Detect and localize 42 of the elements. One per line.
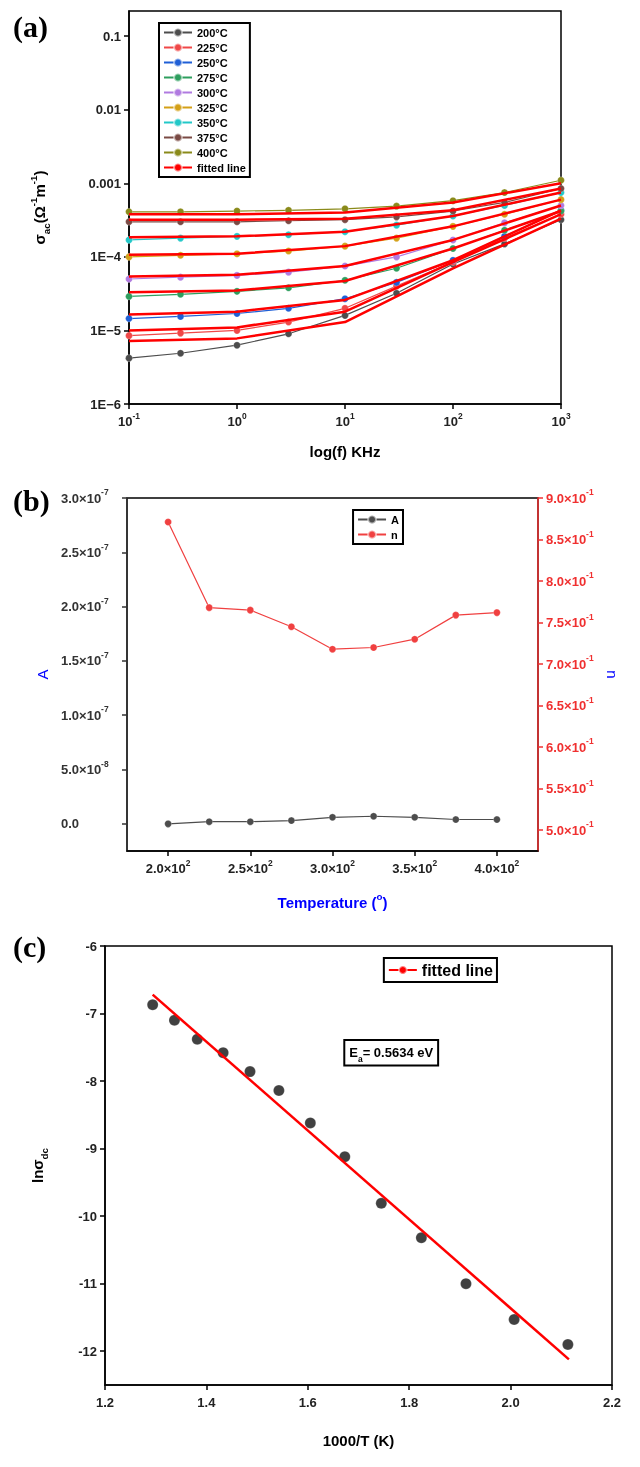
legend-label: 325°C (197, 101, 228, 114)
legend-label: 225°C (197, 41, 228, 54)
y2-axis-title: n (603, 670, 621, 679)
chart-title: (b) (13, 483, 50, 518)
legend-label: 300°C (197, 86, 228, 99)
y-axis-title: A (34, 669, 52, 680)
y-tick-label: 0.001 (88, 175, 121, 191)
x-tick-label: 1.8 (400, 1395, 419, 1411)
y-tick-label: -9 (85, 1141, 97, 1157)
legend-label: fitted line (197, 161, 246, 174)
y-tick-label: -12 (78, 1343, 97, 1359)
legend-label: 250°C (197, 56, 228, 69)
legend-label: fitted line (421, 961, 494, 979)
y-tick-label: 1E−5 (90, 322, 121, 338)
y-tick-label: 0.0 (61, 816, 80, 832)
legend-label: 200°C (197, 26, 228, 39)
y-tick-label: -7 (85, 1006, 97, 1022)
chart-title: (a) (13, 9, 48, 44)
x-tick-label: 1.2 (95, 1395, 115, 1411)
x-axis-title: 1000/T (K) (322, 1431, 395, 1449)
y-tick-label: -10 (78, 1208, 97, 1224)
legend-label: 375°C (197, 131, 228, 144)
y-tick-label: 0.1 (102, 28, 121, 44)
legend-label: 350°C (197, 116, 228, 129)
legend-label: 275°C (197, 71, 228, 84)
x-tick-label: 1.6 (298, 1395, 317, 1411)
legend-label: A (391, 513, 400, 526)
y-tick-label: -11 (78, 1276, 97, 1292)
y-tick-label: 1E−4 (90, 249, 122, 265)
y-tick-label: 0.01 (95, 102, 121, 118)
x-tick-label: 1.4 (197, 1395, 217, 1411)
x-tick-label: 2.2 (602, 1395, 622, 1411)
legend-label: 400°C (197, 146, 228, 159)
legend-label: n (391, 528, 399, 541)
x-tick-label: 2.0 (501, 1395, 520, 1411)
y-tick-label: -8 (85, 1073, 97, 1089)
chart-title: (c) (13, 929, 47, 964)
y-tick-label: -6 (85, 938, 97, 954)
y-axis-title: lnσdc (29, 1147, 50, 1183)
x-axis-title: log(f) KHz (309, 442, 381, 460)
y-axis-title: σac(Ω-1m-1) (28, 170, 52, 245)
y-tick-label: 1E−6 (90, 396, 121, 412)
